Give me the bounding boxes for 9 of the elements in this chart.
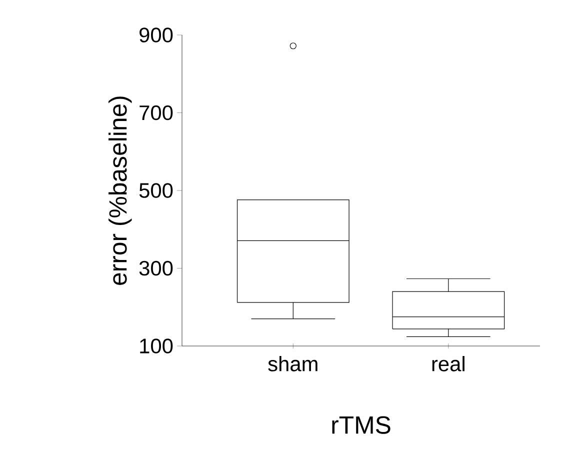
x-tick-label: real <box>432 356 464 372</box>
y-tick-label: 100 <box>140 338 173 354</box>
y-axis-title: error (%baseline) <box>108 96 132 285</box>
y-tick-label: 900 <box>140 28 173 42</box>
x-tick-label: sham <box>268 356 318 372</box>
y-tick-label: 300 <box>139 260 173 276</box>
x-axis-title: rTMS <box>332 416 390 434</box>
y-tick-label: 500 <box>139 183 173 198</box>
y-tick-label: 700 <box>140 105 173 120</box>
